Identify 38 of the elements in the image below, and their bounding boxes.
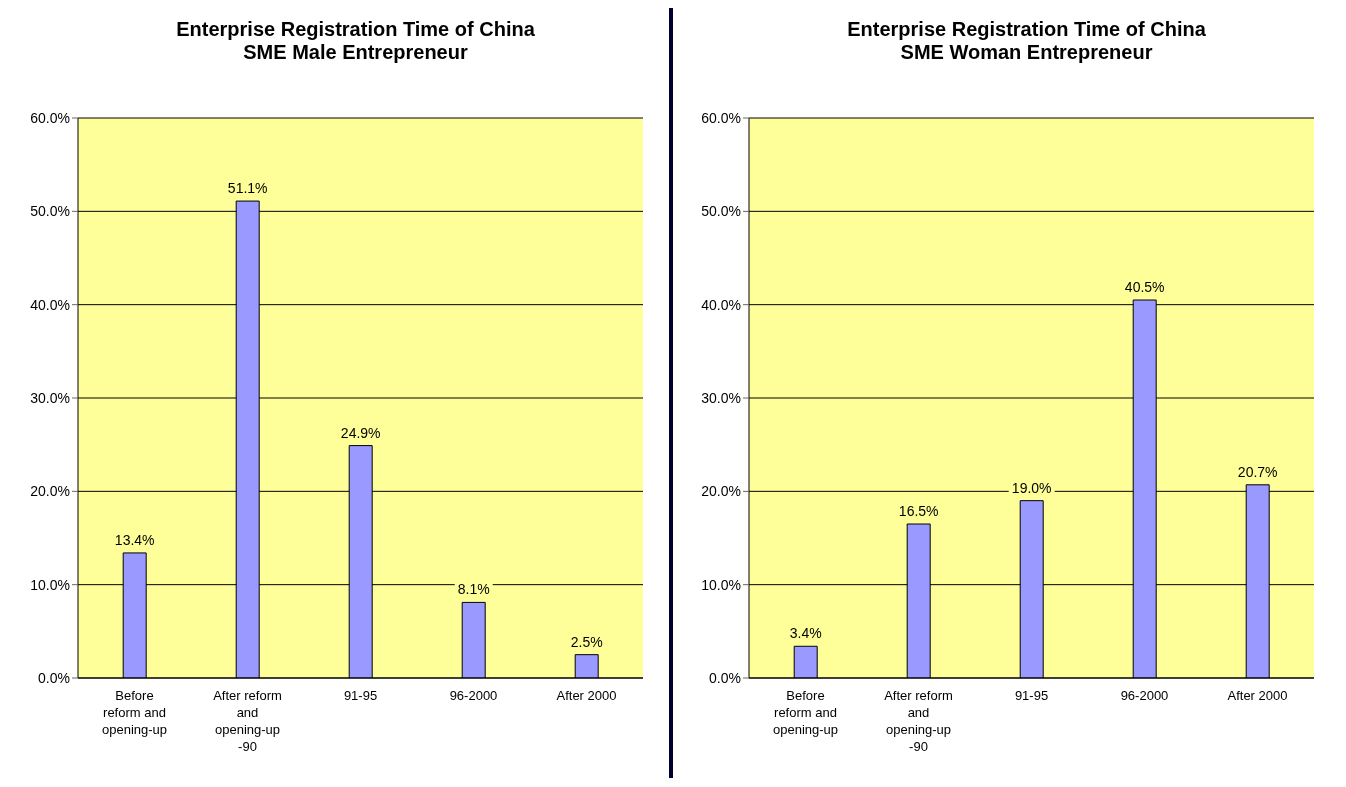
x-tick-label: After 2000 [1227, 688, 1288, 703]
x-tick-label: 91-95 [1014, 688, 1049, 703]
x-tick-label: 96-2000 [449, 688, 498, 703]
data-label: 24.9% [340, 424, 381, 441]
data-label: 2.5% [570, 633, 603, 650]
x-tick-label: Before reform and opening-up [772, 688, 839, 737]
data-label: 20.7% [1237, 463, 1278, 480]
chart-subtitle: SME Woman Entrepreneur [899, 41, 1154, 64]
y-tick-label: 60.0% [701, 109, 741, 126]
y-tick-label: 60.0% [30, 109, 70, 126]
data-label: 8.1% [457, 581, 490, 598]
x-tick-label: After reform and opening-up -90 [884, 688, 953, 754]
chart-title: Enterprise Registration Time of China [175, 18, 536, 41]
y-tick-label: 10.0% [701, 576, 741, 593]
y-tick-label: 50.0% [30, 203, 70, 220]
data-label: 19.0% [1011, 479, 1052, 496]
y-tick-label: 40.0% [30, 296, 70, 313]
x-tick-label: 91-95 [343, 688, 378, 703]
x-tick-label: 96-2000 [1120, 688, 1169, 703]
data-label: 13.4% [114, 531, 155, 548]
y-tick-label: 0.0% [709, 669, 741, 686]
y-tick-label: 20.0% [30, 483, 70, 500]
x-tick-label: After reform and opening-up -90 [213, 688, 282, 754]
x-tick-label: Before reform and opening-up [101, 688, 168, 737]
y-tick-label: 30.0% [30, 389, 70, 406]
y-tick-label: 50.0% [701, 203, 741, 220]
data-label: 3.4% [789, 625, 822, 642]
x-tick-label: After 2000 [556, 688, 617, 703]
data-label: 51.1% [227, 180, 268, 197]
y-tick-label: 30.0% [701, 389, 741, 406]
y-tick-label: 20.0% [701, 483, 741, 500]
data-label: 40.5% [1124, 279, 1165, 295]
chart-subtitle: SME Male Entrepreneur [242, 41, 469, 64]
y-tick-label: 40.0% [701, 296, 741, 313]
data-label: 16.5% [898, 503, 939, 519]
y-tick-label: 10.0% [30, 576, 70, 593]
y-tick-label: 0.0% [38, 669, 70, 686]
chart-title: Enterprise Registration Time of China [846, 18, 1207, 41]
